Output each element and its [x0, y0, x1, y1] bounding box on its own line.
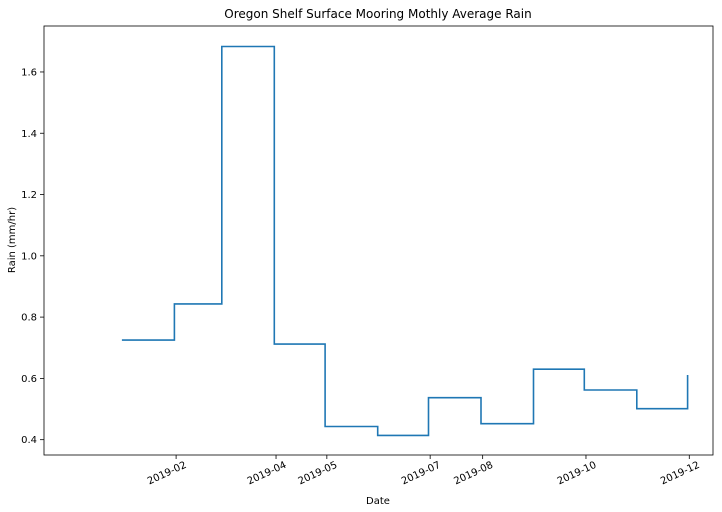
y-tick-label: 1.4 — [21, 129, 37, 140]
y-tick-label: 1.0 — [21, 251, 37, 262]
rain-step-line — [121, 45, 689, 437]
y-tick-label: 0.4 — [21, 435, 37, 446]
x-tick-label: 2019-07 — [400, 460, 443, 488]
y-tick-label: 1.2 — [21, 190, 37, 201]
x-tick-label: 2019-04 — [246, 460, 289, 488]
x-tick-label: 2019-02 — [146, 460, 189, 488]
x-tick-label: 2019-05 — [297, 460, 340, 488]
x-axis-label: Date — [366, 496, 390, 507]
y-tick-label: 0.8 — [21, 313, 37, 324]
chart-title: Oregon Shelf Surface Mooring Mothly Aver… — [224, 7, 531, 21]
x-tick-label: 2019-12 — [659, 460, 702, 488]
y-tick-label: 1.6 — [21, 67, 37, 78]
x-tick-label: 2019-08 — [452, 460, 495, 488]
y-axis-label: Rain (mm/hr) — [7, 207, 18, 273]
x-axis: 2019-02 2019-04 2019-05 2019-07 2019-08 2019-… — [146, 455, 702, 487]
y-tick-label: 0.6 — [21, 374, 37, 385]
plot-frame — [43, 25, 714, 456]
y-axis: 0.4 0.6 0.8 1.0 1.2 1.4 1.6 — [21, 67, 44, 446]
x-tick-label: 2019-10 — [556, 460, 599, 488]
